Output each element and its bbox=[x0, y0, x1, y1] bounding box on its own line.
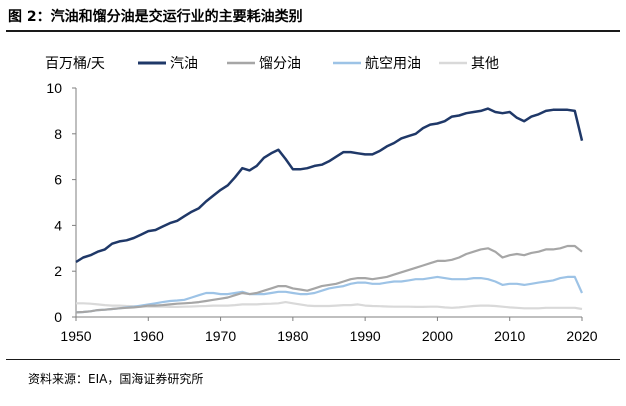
legend-label-jet-fuel: 航空用油 bbox=[365, 55, 421, 71]
source-note: 资料来源：EIA，国海证券研究所 bbox=[28, 372, 204, 386]
x-tick-label: 1980 bbox=[277, 328, 308, 344]
title-divider bbox=[6, 30, 620, 32]
bottom-divider bbox=[6, 359, 620, 360]
y-axis-unit-label: 百万桶/天 bbox=[45, 55, 105, 71]
y-tick-label: 8 bbox=[54, 126, 62, 142]
x-tick-label: 2000 bbox=[422, 328, 453, 344]
y-tick-label: 2 bbox=[54, 263, 62, 279]
y-tick-label: 10 bbox=[46, 80, 62, 96]
x-tick-label: 2010 bbox=[494, 328, 525, 344]
plot-area bbox=[75, 107, 584, 314]
x-tick-label: 2020 bbox=[566, 328, 597, 344]
figure-title: 图 2：汽油和馏分油是交运行业的主要耗油类别 bbox=[8, 9, 303, 25]
y-tick-label: 4 bbox=[54, 217, 62, 233]
legend: 百万桶/天 汽油 馏分油 航空用油 其他 bbox=[45, 55, 499, 71]
x-tick-label: 1970 bbox=[205, 328, 236, 344]
x-tick-label: 1990 bbox=[350, 328, 381, 344]
series-line-jet-fuel bbox=[75, 275, 584, 314]
series-line-gasoline bbox=[75, 107, 584, 264]
x-tick-label: 1960 bbox=[133, 328, 164, 344]
legend-label-other: 其他 bbox=[471, 55, 499, 71]
legend-label-gasoline: 汽油 bbox=[170, 55, 198, 71]
y-tick-label: 0 bbox=[54, 309, 62, 325]
series-line-other bbox=[76, 301, 583, 311]
y-axis: 0 2 4 6 8 10 bbox=[46, 80, 77, 325]
series-line-distillate bbox=[75, 244, 583, 314]
x-axis: 1950 1960 1970 1980 1990 2000 2010 2020 bbox=[60, 316, 598, 344]
y-tick-label: 6 bbox=[54, 172, 62, 188]
legend-label-distillate: 馏分油 bbox=[259, 55, 301, 71]
x-tick-label: 1950 bbox=[60, 328, 91, 344]
